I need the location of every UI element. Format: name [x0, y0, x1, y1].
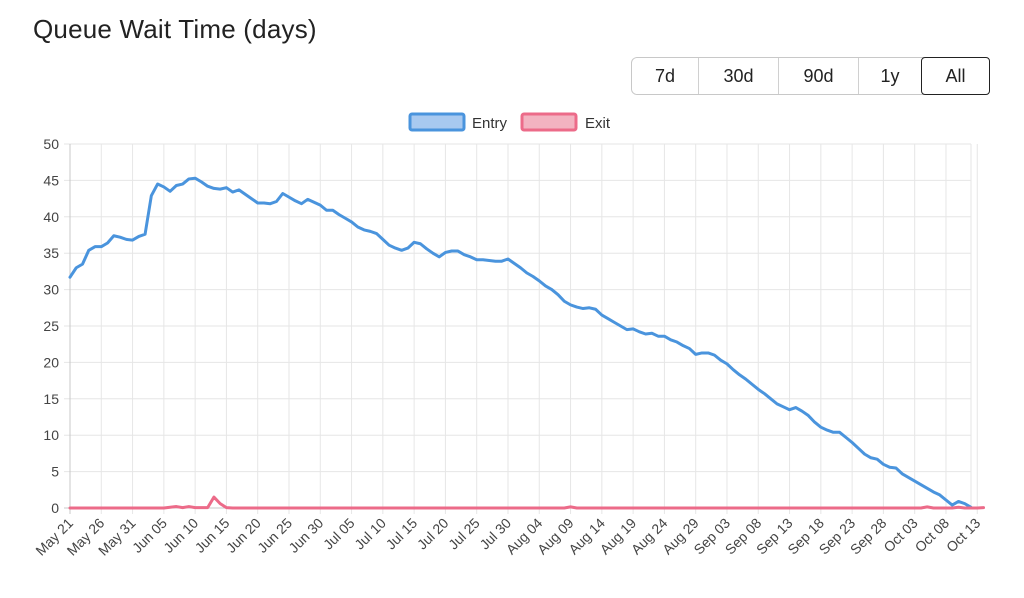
range-1y-button[interactable]: 1y: [858, 58, 921, 94]
x-tick-label: Jun 30: [285, 515, 326, 556]
y-tick-label: 20: [43, 354, 59, 370]
x-tick-label: Jul 10: [351, 515, 389, 553]
y-tick-label: 45: [43, 172, 59, 188]
chart-title: Queue Wait Time (days): [33, 14, 317, 44]
y-tick-label: 5: [51, 464, 59, 480]
x-tick-label: Jun 25: [254, 515, 295, 556]
legend-swatch-entry: [408, 112, 466, 132]
y-tick-label: 40: [43, 209, 59, 225]
range-7d-button[interactable]: 7d: [632, 58, 698, 94]
legend-swatch-exit: [520, 112, 578, 132]
line-chart: Entry Exit 0 5 10 15 20 25 30 35 40 45 50 May 21May…: [32, 112, 986, 559]
legend-label-exit[interactable]: Exit: [585, 115, 611, 132]
y-axis: 0 5 10 15 20 25 30 35 40 45 50: [43, 136, 59, 516]
x-tick-label: Jul 20: [414, 515, 452, 553]
range-30d-button[interactable]: 30d: [698, 58, 778, 94]
x-tick-label: Jul 15: [383, 515, 421, 553]
series-line-entry: [68, 176, 973, 509]
y-tick-label: 10: [43, 427, 59, 443]
time-range-selector: 7d 30d 90d 1y All: [631, 57, 990, 95]
chart-grid: [64, 143, 978, 514]
y-tick-label: 25: [43, 318, 59, 334]
x-tick-label: Jun 10: [160, 515, 201, 556]
x-tick-label: Jul 05: [320, 515, 358, 553]
y-tick-label: 35: [43, 245, 59, 261]
x-tick-label: Jun 20: [223, 515, 264, 556]
y-tick-label: 30: [43, 282, 59, 298]
x-tick-label: Oct 13: [943, 515, 984, 556]
y-tick-label: 0: [51, 500, 59, 516]
x-tick-label: Oct 03: [880, 515, 921, 556]
legend-label-entry[interactable]: Entry: [472, 115, 508, 132]
chart-series: [68, 176, 986, 510]
range-all-button[interactable]: All: [921, 57, 990, 95]
y-tick-label: 15: [43, 391, 59, 407]
x-tick-label: Jun 15: [191, 515, 232, 556]
x-tick-label: Oct 08: [912, 515, 953, 556]
x-tick-label: Jul 25: [445, 515, 483, 553]
chart-legend: Entry Exit: [408, 112, 611, 132]
range-90d-button[interactable]: 90d: [778, 58, 858, 94]
y-tick-label: 50: [43, 136, 59, 152]
x-tick-label: Sep 28: [847, 515, 890, 558]
series-line-exit: [68, 495, 986, 510]
